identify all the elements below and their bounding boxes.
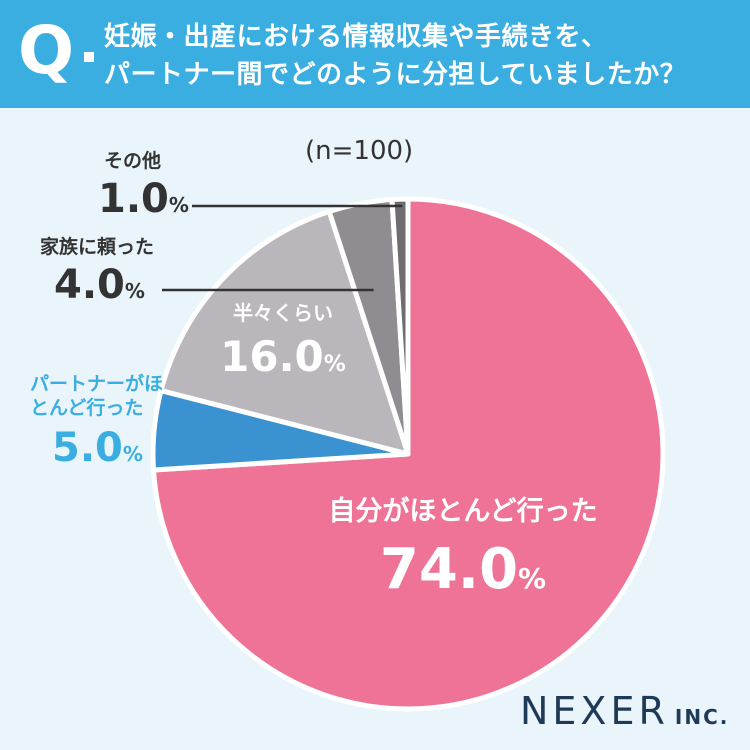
label-other: その他 1.0% (98, 148, 189, 230)
label-family-value: 4.0% (54, 260, 154, 316)
question-mark: Q (18, 12, 75, 89)
label-other-number: 1.0 (98, 176, 169, 222)
question-line-1: 妊娠・出産における情報収集や手続きを、 (104, 22, 608, 52)
slice-half (158, 208, 411, 457)
label-family: 家族に頼った 4.0% (40, 234, 154, 316)
sample-size-note: (n=100) (305, 136, 414, 166)
slice-other (389, 196, 411, 457)
question-header: Q 妊娠・出産における情報収集や手続きを、 パートナー間でどのように分担していま… (0, 0, 750, 108)
label-other-unit: % (168, 193, 189, 217)
label-half: 半々くらい 16.0% (198, 300, 368, 390)
logo-name: NEXER (520, 689, 669, 733)
label-self-value: 74.0% (318, 534, 608, 615)
label-other-value: 1.0% (98, 174, 189, 230)
label-partner-number: 5.0 (52, 425, 123, 471)
label-family-unit: % (124, 279, 145, 303)
label-other-name: その他 (104, 150, 162, 172)
label-partner-value: 5.0% (52, 424, 180, 478)
label-partner-name: パートナーがほとんど行った (30, 373, 164, 419)
logo-suffix: INC. (674, 705, 730, 729)
label-half-name: 半々くらい (233, 301, 333, 325)
label-half-value: 16.0% (198, 332, 368, 390)
label-self-number: 74.0 (379, 537, 519, 602)
label-half-number: 16.0 (220, 332, 324, 381)
question-text: 妊娠・出産における情報収集や手続きを、 パートナー間でどのように分担していました… (104, 18, 734, 94)
nexer-logo: NEXER INC. (520, 689, 729, 733)
leader-lines (162, 204, 403, 292)
label-self-unit: % (518, 562, 547, 595)
pie-slices (150, 196, 666, 712)
label-self-name: 自分がほとんど行った (328, 496, 598, 527)
label-half-unit: % (323, 352, 346, 377)
label-partner-unit: % (122, 442, 143, 466)
label-family-name: 家族に頼った (40, 236, 155, 258)
question-mark-dot (84, 52, 94, 62)
label-partner: パートナーがほとんど行った 5.0% (30, 372, 180, 478)
label-self: 自分がほとんど行った 74.0% (318, 494, 608, 615)
question-line-2: パートナー間でどのように分担していましたか？ (104, 60, 687, 90)
label-family-number: 4.0 (54, 262, 125, 308)
